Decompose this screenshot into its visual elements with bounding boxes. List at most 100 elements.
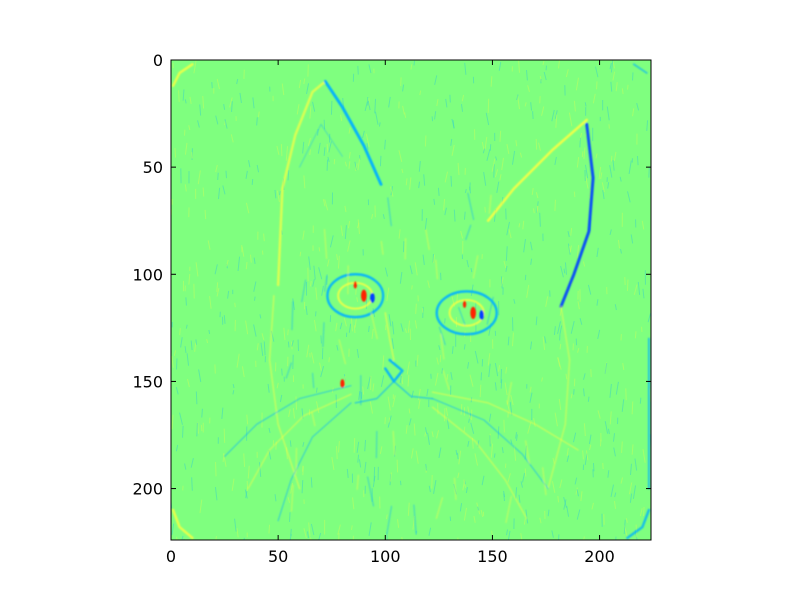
fur-stroke <box>175 386 179 395</box>
fur-stroke <box>460 103 464 112</box>
fur-stroke <box>310 280 312 287</box>
fur-stroke <box>259 462 262 477</box>
fur-stroke <box>424 135 427 147</box>
fur-stroke <box>223 315 226 324</box>
fur-stroke <box>216 78 220 90</box>
fur-stroke <box>506 143 510 155</box>
fur-stroke <box>504 382 508 396</box>
fur-stroke <box>631 444 634 455</box>
fur-stroke <box>526 70 528 81</box>
fur-stroke <box>432 254 436 264</box>
fur-stroke <box>446 373 449 380</box>
fur-stroke <box>507 336 510 346</box>
fur-stroke <box>461 94 465 102</box>
fur-stroke <box>518 223 521 228</box>
fur-stroke <box>589 444 592 451</box>
fur-stroke <box>610 60 614 73</box>
fur-stroke <box>283 327 286 341</box>
y-axis: 0 50 100 150 200 <box>132 51 651 499</box>
fur-stroke <box>456 452 459 460</box>
fur-stroke <box>202 187 205 197</box>
fur-stroke <box>357 158 361 171</box>
fur-stroke <box>523 518 526 525</box>
fur-stroke <box>438 447 442 459</box>
fur-stroke <box>371 214 374 220</box>
fur-stroke <box>195 391 198 405</box>
fur-stroke <box>575 487 578 495</box>
fur-stroke <box>279 191 281 196</box>
fur-stroke <box>354 163 358 171</box>
fur-stroke <box>353 325 356 334</box>
fur-stroke <box>647 313 651 323</box>
fur-stroke <box>554 412 558 427</box>
mouth-right <box>393 380 434 400</box>
fur-stroke <box>544 336 547 344</box>
fur-stroke <box>457 472 460 478</box>
fur-stroke <box>387 415 392 428</box>
fur-stroke <box>542 336 546 351</box>
fur-stroke <box>364 439 367 452</box>
fur-stroke <box>612 71 616 81</box>
fur-stroke <box>613 447 616 457</box>
fur-stroke <box>214 487 218 501</box>
fur-stroke <box>533 418 536 427</box>
fur-stroke <box>436 99 439 107</box>
fur-stroke <box>401 536 403 540</box>
fur-stroke <box>190 458 194 468</box>
fur-stroke <box>326 143 329 153</box>
fur-stroke <box>557 321 561 335</box>
fur-stroke <box>188 125 191 131</box>
fur-stroke <box>474 453 479 466</box>
fur-stroke <box>390 472 392 482</box>
fur-stroke <box>425 467 428 473</box>
fur-stroke <box>350 316 353 332</box>
fur-stroke <box>583 147 586 160</box>
fur-stroke <box>451 118 455 129</box>
fur-stroke <box>198 369 202 383</box>
fur-stroke <box>204 209 207 220</box>
fur-stroke <box>428 527 432 536</box>
fur-stroke <box>602 189 605 200</box>
fur-stroke <box>463 344 466 350</box>
fur-streak <box>425 229 430 251</box>
fur-stroke <box>356 297 359 302</box>
fur-stroke <box>532 111 534 120</box>
fur-stroke <box>568 112 573 127</box>
fur-stroke <box>368 98 371 107</box>
fur-stroke <box>419 90 422 96</box>
fur-stroke <box>499 130 502 142</box>
fur-stroke <box>551 530 554 538</box>
fur-streak <box>386 505 393 534</box>
fur-streak <box>367 476 375 507</box>
fur-stroke <box>637 281 641 295</box>
fur-stroke <box>384 417 386 425</box>
fur-stroke <box>559 479 563 489</box>
fur-stroke <box>202 95 205 109</box>
fur-stroke <box>458 450 462 465</box>
fur-stroke <box>446 418 450 430</box>
fur-stroke <box>425 463 428 471</box>
fur-stroke <box>216 288 220 297</box>
fur-stroke <box>184 184 187 192</box>
x-tick-label: 100 <box>370 547 401 566</box>
fur-stroke <box>600 172 603 180</box>
fur-stroke <box>498 365 501 372</box>
fur-stroke <box>302 442 305 447</box>
fur-stroke <box>364 101 368 111</box>
fur-stroke <box>404 328 407 334</box>
fur-stroke <box>358 459 362 468</box>
right-eye-inner <box>448 299 485 327</box>
fur-stroke <box>415 450 419 464</box>
fur-stroke <box>557 357 561 367</box>
fur-stroke <box>263 233 265 242</box>
right-eye-outer <box>435 290 498 336</box>
whisker <box>277 402 352 522</box>
fur-stroke <box>498 61 502 71</box>
fur-stroke <box>579 137 581 148</box>
fur-stroke <box>463 479 466 485</box>
fur-stroke <box>287 497 291 503</box>
fur-stroke <box>195 339 198 345</box>
x-tick-label: 150 <box>477 547 508 566</box>
fur-stroke <box>222 185 226 195</box>
fur-streak <box>295 447 298 474</box>
